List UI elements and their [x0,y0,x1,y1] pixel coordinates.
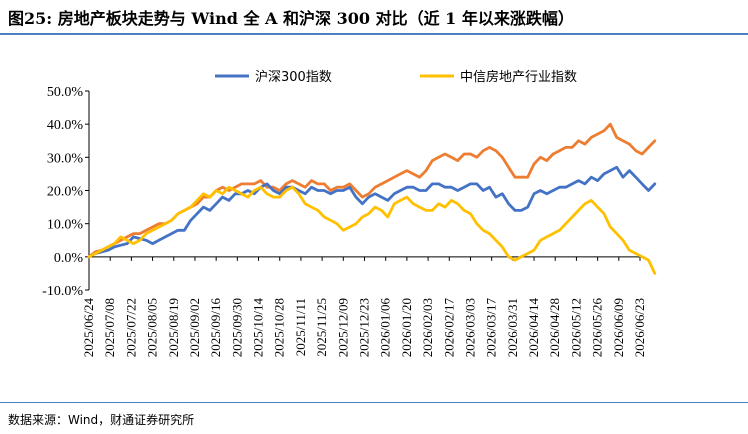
x-tick-label: 2025/11/11 [293,298,308,356]
x-tick-label: 2025/08/05 [145,298,160,357]
series-line-hs300 [87,165,657,259]
y-tick-label: 20.0% [47,185,84,200]
y-tick-label: 30.0% [47,151,84,166]
x-tick-label: 2025/07/22 [123,298,138,357]
y-tick-label: 10.0% [47,218,84,233]
x-tick-label: 2026/06/09 [611,298,626,357]
x-tick-label: 2026/03/03 [462,298,477,357]
x-tick-label: 2025/07/08 [102,298,117,357]
figure-title: 图25: 房地产板块走势与 Wind 全 A 和沪深 300 对比（近 1 年以… [8,9,574,28]
y-tick-label: -10.0% [42,284,83,299]
series-layer [87,122,657,275]
x-tick-label: 2025/09/30 [229,298,244,357]
x-tick-label: 2025/06/24 [81,298,96,358]
axes: -10.0% 0.0% 10.0% 20.0% 30.0% 40.0% 50.0% 2025/… [42,85,647,357]
x-tick-label: 2025/08/19 [166,298,181,357]
x-tick-label: 2025/12/23 [357,298,372,357]
series-line-wind-a [87,122,657,259]
x-tick-label: 2025/10/28 [272,298,287,357]
x-tick-label: 2026/02/17 [441,298,456,358]
x-tick-label: 2026/03/31 [505,298,520,357]
source-note: 数据来源：Wind，财通证券研究所 [8,413,195,427]
series-line-real-estate [87,185,657,275]
x-tick-label: 2026/06/23 [632,298,647,357]
footer-rule [0,402,748,403]
x-tick-label: 2026/02/03 [420,298,435,357]
x-tick-label: 2025/12/09 [335,298,350,357]
title-rule [0,33,748,35]
legend: 沪深300指数 中信房地产行业指数 [215,69,577,85]
x-tick-label: 2026/05/12 [568,298,583,357]
x-tick-label: 2026/01/20 [399,298,414,357]
legend-label: 沪深300指数 [255,69,332,85]
x-tick-label: 2025/10/14 [251,298,266,358]
x-tick-label: 2026/05/26 [590,298,605,358]
x-tick-label: 2026/03/17 [484,298,499,358]
x-tick-label: 2026/01/06 [378,298,393,358]
x-tick-label: 2025/11/25 [314,298,329,357]
x-tick-label: 2026/04/28 [547,298,562,357]
x-tick-label: 2025/09/16 [208,298,223,358]
x-tick-label: 2026/04/14 [526,298,541,358]
legend-label: 中信房地产行业指数 [460,69,577,85]
y-tick-label: 40.0% [47,118,84,133]
y-tick-label: 50.0% [47,85,84,100]
x-tick-label: 2025/09/02 [187,298,202,357]
y-tick-label: 0.0% [54,251,84,266]
